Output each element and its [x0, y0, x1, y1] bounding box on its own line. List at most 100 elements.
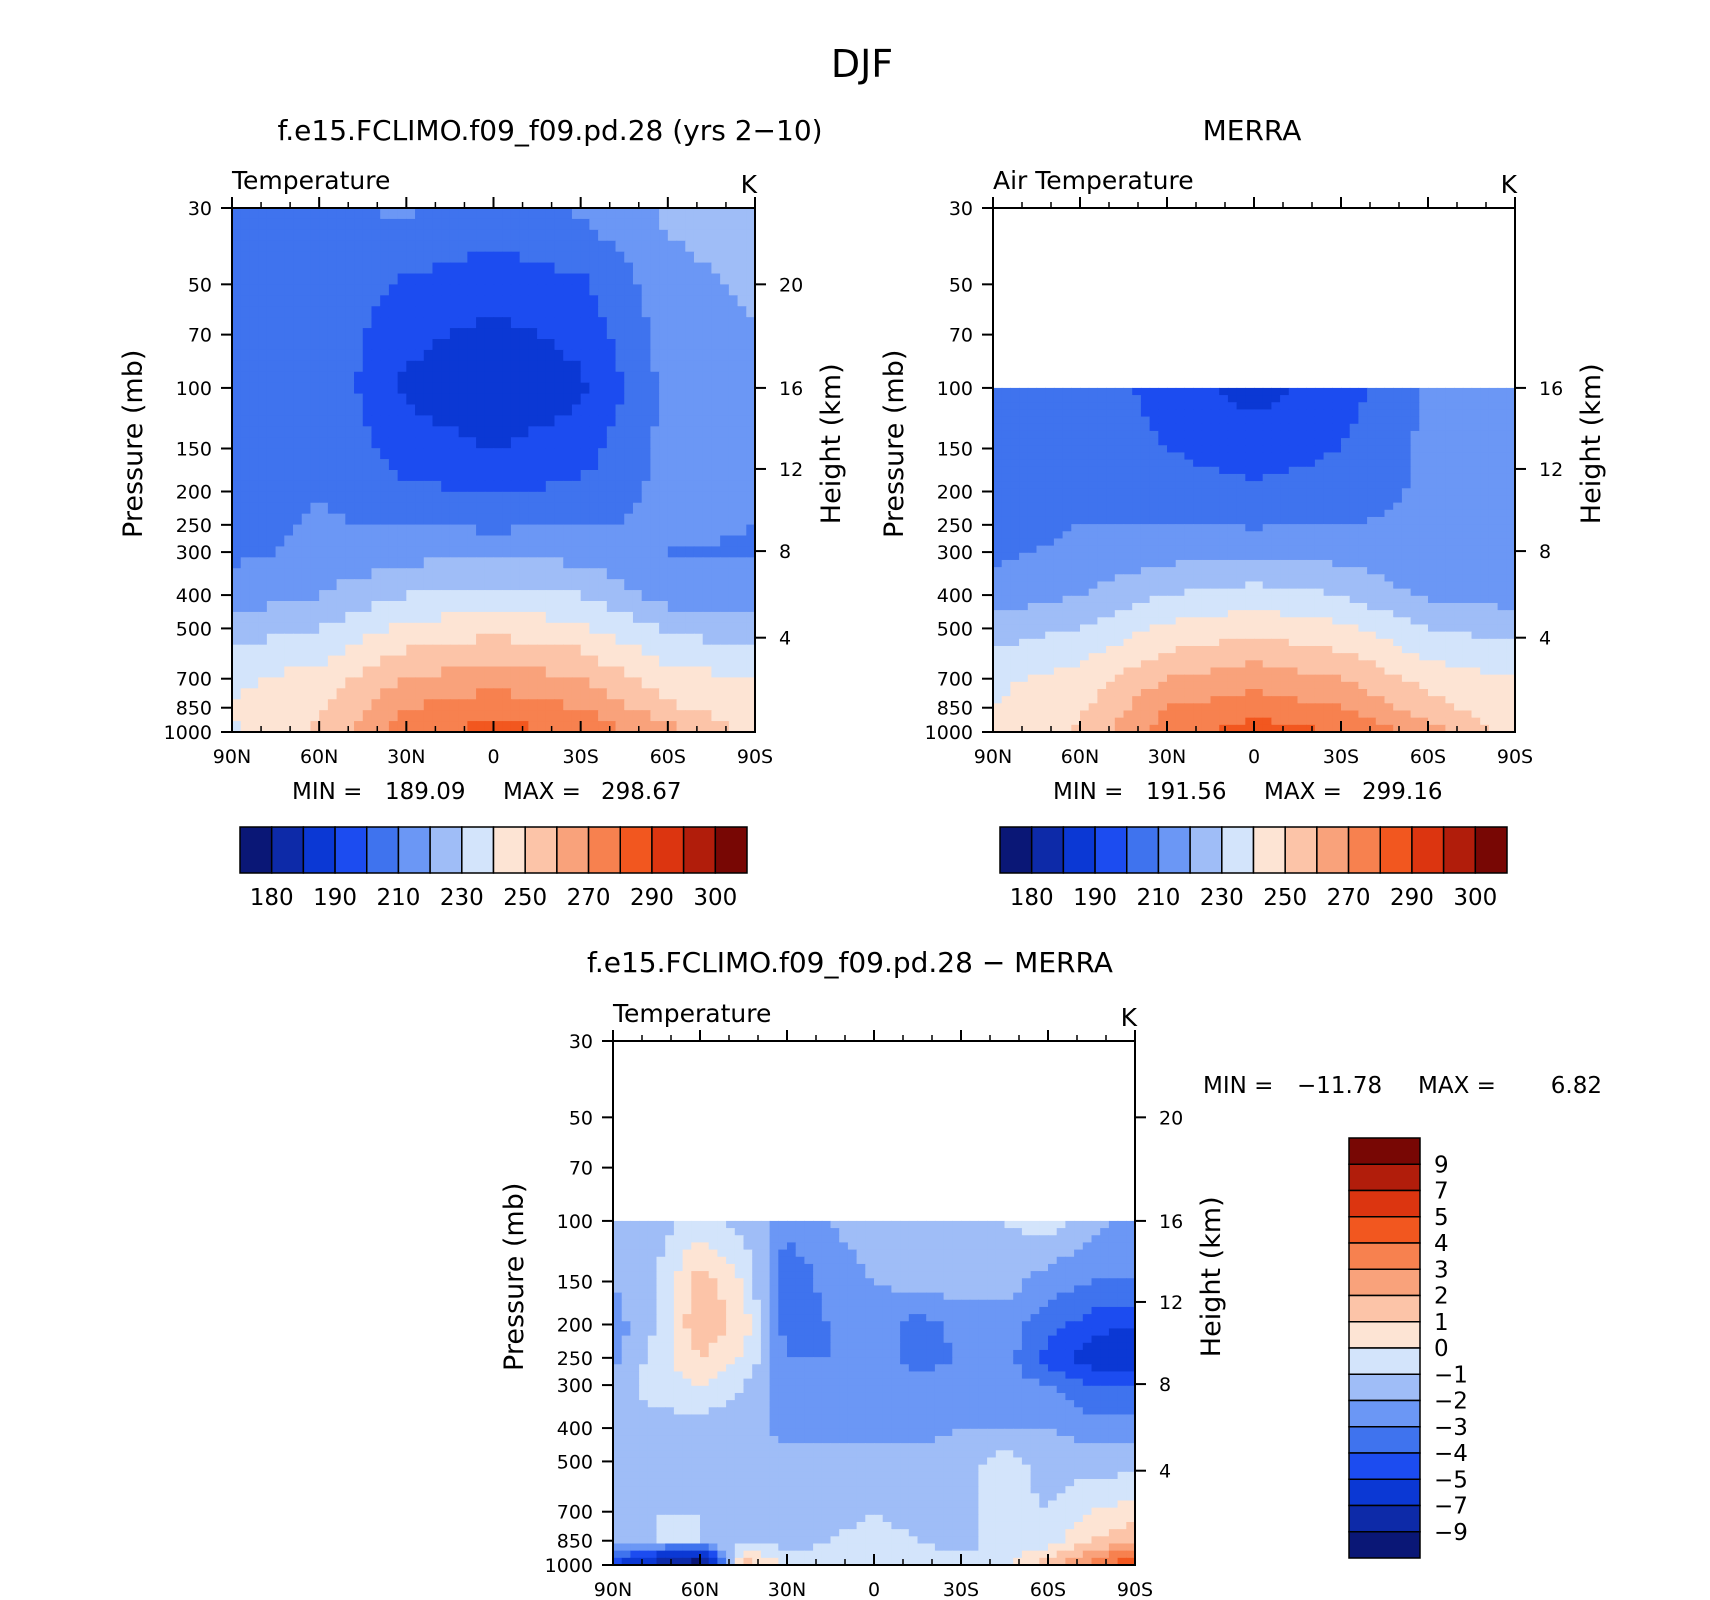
- field-cell: [606, 721, 617, 733]
- field-cell: [319, 502, 329, 515]
- field-cell: [1323, 574, 1333, 583]
- field-cell: [1236, 538, 1246, 547]
- field-cell: [1019, 459, 1029, 468]
- field-cell: [624, 524, 634, 537]
- field-cell: [1367, 488, 1377, 497]
- field-cell: [1384, 495, 1394, 504]
- field-cell: [388, 360, 399, 373]
- field-cell: [310, 306, 320, 318]
- colorbar-swatch: [524, 826, 558, 874]
- field-cell: [502, 382, 512, 395]
- field-cell: [1106, 538, 1116, 547]
- field-cell: [1428, 567, 1438, 575]
- field-cell: [415, 437, 425, 449]
- field-cell: [301, 622, 312, 635]
- field-cell: [371, 513, 381, 526]
- field-cell: [1132, 488, 1142, 497]
- field-cell: [1271, 610, 1281, 618]
- field-cell: [467, 699, 477, 711]
- field-cell: [1471, 588, 1481, 597]
- field-cell: [327, 328, 338, 340]
- field-cell: [563, 611, 573, 624]
- field-cell: [693, 218, 704, 231]
- field-cell: [641, 295, 651, 307]
- field-cell: [467, 513, 477, 526]
- field-cell: [1428, 602, 1438, 611]
- field-cell: [659, 415, 669, 427]
- field-cell: [380, 502, 390, 515]
- field-cell: [415, 208, 425, 220]
- field-cell: [301, 611, 312, 624]
- field-cell: [1454, 495, 1464, 504]
- field-cell: [1384, 402, 1394, 411]
- field-cell: [1428, 545, 1438, 554]
- field-cell: [484, 229, 495, 242]
- field-cell: [1106, 595, 1116, 604]
- field-cell: [1106, 624, 1116, 633]
- field-cell: [1506, 552, 1516, 561]
- field-cell: [1367, 516, 1377, 525]
- field-cell: [484, 502, 495, 515]
- field-cell: [310, 393, 320, 406]
- field-cell: [711, 360, 721, 373]
- field-cell: [1480, 430, 1490, 439]
- field-cell: [993, 567, 1003, 575]
- field-cell: [310, 480, 320, 493]
- field-cell: [1062, 473, 1072, 482]
- field-cell: [1358, 409, 1368, 418]
- field-cell: [310, 622, 320, 635]
- field-cell: [258, 688, 268, 700]
- field-cell: [693, 317, 704, 329]
- field-cell: [667, 240, 678, 253]
- field-cell: [1497, 509, 1507, 518]
- field-cell: [258, 273, 268, 286]
- field-cell: [711, 415, 721, 427]
- field-cell: [327, 579, 338, 591]
- field-cell: [467, 284, 477, 296]
- field-cell: [1375, 567, 1386, 575]
- field-cell: [388, 721, 399, 733]
- field-cell: [650, 491, 660, 504]
- field-cell: [293, 633, 303, 646]
- colorbar-label: 290: [630, 885, 674, 911]
- field-cell: [1506, 502, 1516, 511]
- field-cell: [380, 360, 390, 373]
- field-cell: [693, 622, 704, 635]
- field-cell: [249, 295, 259, 307]
- field-cell: [493, 568, 503, 580]
- field-cell: [1245, 430, 1255, 439]
- field-cell: [1106, 502, 1116, 511]
- field-cell: [441, 710, 451, 722]
- field-cell: [589, 666, 599, 679]
- field-cell: [1088, 610, 1098, 618]
- field-cell: [580, 339, 590, 351]
- field-cell: [1306, 531, 1316, 540]
- field-cell: [449, 415, 460, 427]
- field-cell: [606, 502, 617, 515]
- field-cell: [1227, 438, 1238, 446]
- field-cell: [1027, 610, 1038, 618]
- field-cell: [510, 590, 521, 602]
- field-cell: [641, 535, 651, 548]
- field-cell: [232, 622, 242, 635]
- field-cell: [388, 240, 399, 253]
- field-cell: [624, 317, 634, 329]
- field-cell: [1071, 416, 1081, 425]
- field-cell: [319, 524, 329, 537]
- field-cell: [232, 721, 242, 733]
- field-cell: [1167, 588, 1177, 597]
- field-cell: [1175, 430, 1185, 439]
- field-cell: [711, 208, 721, 220]
- field-cell: [1071, 602, 1081, 611]
- field-cell: [293, 339, 303, 351]
- field-cell: [258, 437, 268, 449]
- field-cell: [1471, 574, 1481, 583]
- field-cell: [728, 491, 739, 504]
- field-cell: [1384, 395, 1394, 403]
- field-cell: [1210, 538, 1220, 547]
- field-cell: [1245, 409, 1255, 418]
- field-cell: [1140, 545, 1151, 554]
- field-cell: [1367, 524, 1377, 532]
- field-cell: [632, 710, 643, 722]
- field-cell: [1332, 459, 1342, 468]
